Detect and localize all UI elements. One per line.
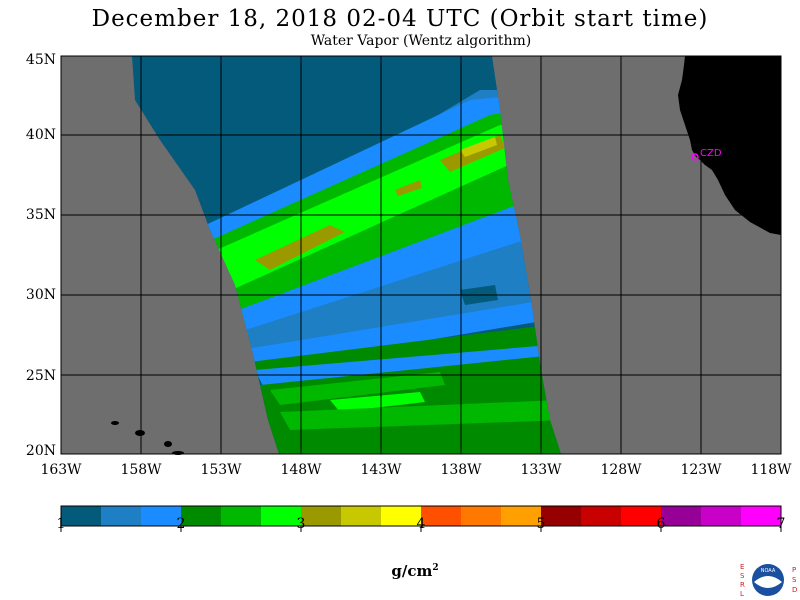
colorbar-swatch-16 <box>701 506 742 526</box>
station-label: CZD <box>700 148 722 159</box>
station-marker <box>691 153 699 161</box>
colorbar-units: g/cm2 <box>350 562 480 580</box>
colorbar-tick-6: 6 <box>656 516 666 532</box>
colorbar-swatch-15 <box>661 506 702 526</box>
lon-label-153w: 153W <box>200 462 242 478</box>
colorbar-swatch-10 <box>461 506 502 526</box>
logo-letter-r: R <box>740 581 745 589</box>
lat-label-35n: 35N <box>25 207 56 223</box>
units-base: g/cm <box>391 562 433 580</box>
lon-label-163w: 163W <box>40 462 82 478</box>
noaa-esrl-psd-logo: E S R L P S D NOAA <box>740 563 797 598</box>
noaa-gull <box>754 576 782 588</box>
satellite-swath <box>132 56 561 454</box>
colorbar-swatch-1 <box>101 506 142 526</box>
colorbar-tick-4: 4 <box>416 516 426 532</box>
logo-letter-p: P <box>792 566 796 574</box>
colorbar-swatch-5 <box>261 506 302 526</box>
lon-label-138w: 138W <box>440 462 482 478</box>
lat-label-30n: 30N <box>25 287 56 303</box>
lon-label-128w: 128W <box>600 462 642 478</box>
colorbar-swatch-3 <box>181 506 222 526</box>
logo-letter-l: L <box>740 590 744 598</box>
lon-label-158w: 158W <box>120 462 162 478</box>
lon-label-148w: 148W <box>280 462 322 478</box>
lon-label-133w: 133W <box>520 462 562 478</box>
lat-label-20n: 20N <box>25 443 56 459</box>
colorbar-swatch-6 <box>301 506 342 526</box>
colorbar-swatch-4 <box>221 506 262 526</box>
logo-letter-s2: S <box>792 576 797 584</box>
map-title: December 18, 2018 02-04 UTC (Orbit start… <box>91 6 709 32</box>
colorbar <box>60 505 782 532</box>
colorbar-swatch-7 <box>341 506 382 526</box>
colorbar-swatch-14 <box>621 506 662 526</box>
colorbar-tick-5: 5 <box>536 516 546 532</box>
colorbar-swatch-0 <box>61 506 102 526</box>
colorbar-swatch-17 <box>741 506 782 526</box>
colorbar-swatch-12 <box>541 506 582 526</box>
lon-label-118w: 118W <box>750 462 792 478</box>
logo-letter-d: D <box>792 586 797 594</box>
land-california <box>678 56 781 235</box>
colorbar-swatch-11 <box>501 506 542 526</box>
logo-letter-e: E <box>740 563 744 571</box>
map-frame <box>60 55 782 455</box>
units-exponent: 2 <box>432 563 439 573</box>
colorbar-tick-7: 7 <box>776 516 786 532</box>
colorbar-swatch-9 <box>421 506 462 526</box>
map-subtitle: Water Vapor (Wentz algorithm) <box>310 33 532 49</box>
lat-label-40n: 40N <box>25 127 56 143</box>
noaa-text: NOAA <box>761 568 776 574</box>
colorbar-tick-2: 2 <box>176 516 186 532</box>
colorbar-swatch-13 <box>581 506 622 526</box>
logo-letter-s: S <box>740 572 745 580</box>
lon-label-143w: 143W <box>360 462 402 478</box>
colorbar-tick-1: 1 <box>56 516 66 532</box>
lat-label-45n: 45N <box>25 52 56 68</box>
lat-label-25n: 25N <box>25 368 56 384</box>
lon-label-123w: 123W <box>680 462 722 478</box>
colorbar-swatch-2 <box>141 506 182 526</box>
lat-lon-grid <box>61 56 781 454</box>
colorbar-swatch-8 <box>381 506 422 526</box>
colorbar-tick-3: 3 <box>296 516 306 532</box>
